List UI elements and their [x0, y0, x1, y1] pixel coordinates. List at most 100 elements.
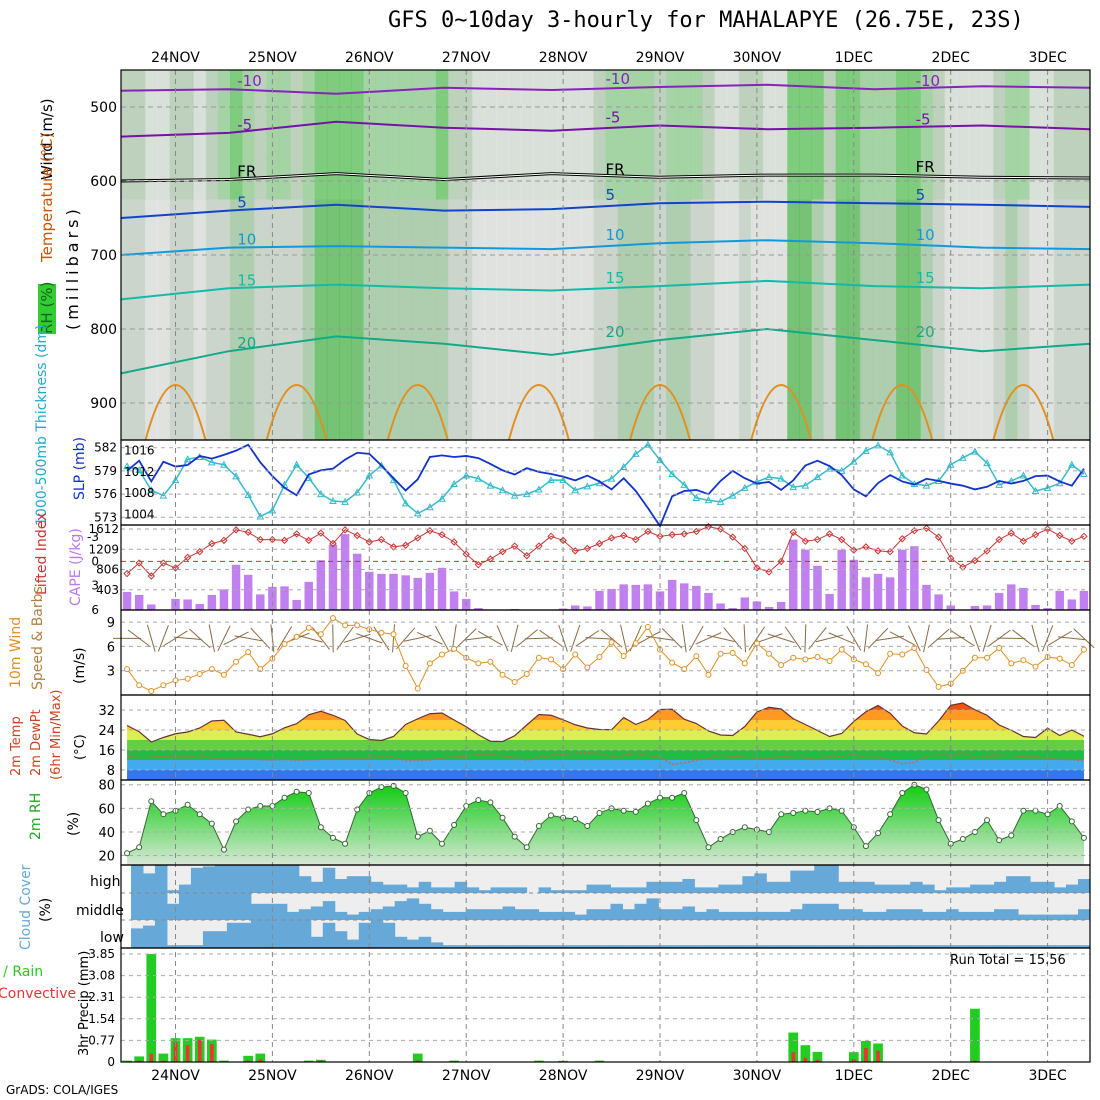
- cloud-cell: [202, 893, 216, 920]
- cloud-cell: [766, 911, 779, 920]
- wind-speed-point: [378, 629, 385, 636]
- wind-barb: [635, 631, 661, 646]
- li-point: [753, 564, 761, 572]
- thickness-point: [971, 447, 979, 455]
- thickness-point: [159, 491, 168, 499]
- rh-shade-upper: [133, 70, 146, 200]
- cloud-cell: [874, 911, 887, 920]
- wind10-unit: (m/s): [72, 647, 88, 684]
- rh-point: [354, 806, 361, 813]
- cloud-cell: [1078, 909, 1091, 920]
- rh-shade-lower: [181, 199, 195, 440]
- wind-tick: 9: [107, 616, 115, 631]
- cape-bar: [122, 591, 132, 610]
- cloud-cell: [718, 945, 731, 948]
- wind-barb: [146, 624, 156, 652]
- thickness-point: [631, 449, 640, 457]
- panel-frame: [120, 947, 1091, 1063]
- thickness-point: [208, 458, 216, 466]
- slp-tick: 1008: [124, 486, 155, 500]
- wind-speed-point: [511, 679, 518, 686]
- wind-barb: [907, 625, 921, 652]
- cloud-cell: [226, 893, 240, 920]
- wind-speed-point: [790, 654, 797, 661]
- rh-shade-lower: [641, 199, 655, 440]
- cloud-cell: [478, 890, 492, 893]
- li-point: [450, 538, 458, 546]
- day-label-bottom: 25NOV: [248, 1068, 297, 1084]
- cape-bar: [365, 571, 374, 610]
- rh-shade-lower: [1029, 199, 1043, 440]
- cloud-cell: [934, 890, 947, 893]
- li-point: [474, 560, 483, 569]
- cloud-cell: [694, 945, 707, 948]
- chart-title: GFS 0~10day 3-hourly for MAHALAPYE (26.7…: [388, 8, 1024, 33]
- cloud-cell: [262, 865, 276, 893]
- cloud-cell: [334, 879, 348, 893]
- cloud-cell: [946, 909, 959, 920]
- panel-frame: [120, 524, 1091, 611]
- rh-shade-lower: [508, 199, 522, 440]
- cloud-cell: [334, 911, 348, 920]
- cloud-cell: [394, 936, 408, 948]
- wind-speed-point: [887, 650, 894, 657]
- cloud-cell: [742, 911, 755, 920]
- cloud-cell: [694, 911, 707, 920]
- wind-barb: [982, 624, 992, 652]
- temp2m-label-b: 2m DewPt: [29, 709, 44, 776]
- thickness-point: [438, 494, 446, 502]
- day-label-bottom: 2DEC: [932, 1068, 971, 1084]
- cloud-cell: [418, 881, 432, 893]
- cloud-cell: [430, 942, 444, 948]
- orange-contour: [265, 384, 328, 441]
- precip-total-bar: [534, 1060, 544, 1062]
- rh-shade-lower: [1017, 199, 1030, 440]
- rh-shade-lower: [484, 199, 497, 440]
- thickness-point: [571, 486, 580, 494]
- wind-barb: [620, 624, 628, 653]
- cloud-cell: [862, 945, 875, 948]
- cape-bar: [195, 603, 204, 610]
- cloud-cell: [394, 901, 408, 920]
- rh-point: [148, 798, 155, 805]
- thickness-point: [607, 474, 616, 482]
- cloud-cell: [598, 884, 611, 893]
- cloud-middle-label: middle: [76, 903, 124, 919]
- cape-bar: [583, 606, 592, 610]
- cloud-cell: [514, 909, 528, 920]
- cloud-cell: [526, 909, 540, 920]
- isotherm-label: 5: [916, 186, 926, 204]
- isotherm-label: 10: [237, 231, 256, 249]
- upper-temp-label: Temperature (°C): [38, 133, 56, 263]
- wind-barb: [403, 634, 432, 642]
- cape-bar: [910, 546, 919, 610]
- cloud-cell: [814, 865, 827, 893]
- wind-speed-point: [971, 654, 978, 661]
- thickness-label: 1000-500mb Thickness (dm): [34, 325, 50, 526]
- temp-tick: 32: [98, 704, 115, 719]
- wind-speed-point: [523, 670, 530, 677]
- day-label-top: 1DEC: [835, 50, 874, 66]
- thickness-point: [183, 455, 192, 463]
- cloud-cell: [298, 920, 312, 948]
- wind-barb: [661, 628, 683, 649]
- thickness-point: [825, 464, 834, 472]
- wind-barb: [828, 632, 855, 645]
- rh-shade-upper: [399, 70, 413, 200]
- day-label-bottom: 30NOV: [733, 1068, 782, 1084]
- cloud-cell: [754, 873, 767, 893]
- temp2m-label-c: (6hr Min/Max): [49, 690, 64, 780]
- rh-shade-upper: [678, 70, 691, 200]
- cape-bar: [1079, 590, 1089, 610]
- precip-label-a: Total / Rain: [0, 964, 43, 980]
- wind-speed-point: [935, 683, 942, 690]
- cloud-cell: [802, 870, 815, 893]
- temp-band: [127, 750, 1084, 760]
- rh-tick: 80: [98, 779, 115, 794]
- cape-bar: [147, 604, 156, 610]
- cloud-cell: [454, 945, 468, 948]
- rh-shade-lower: [859, 199, 873, 440]
- rh-shade-upper: [884, 70, 897, 200]
- wind-speed-point: [984, 654, 991, 661]
- cloud-cell: [694, 887, 707, 893]
